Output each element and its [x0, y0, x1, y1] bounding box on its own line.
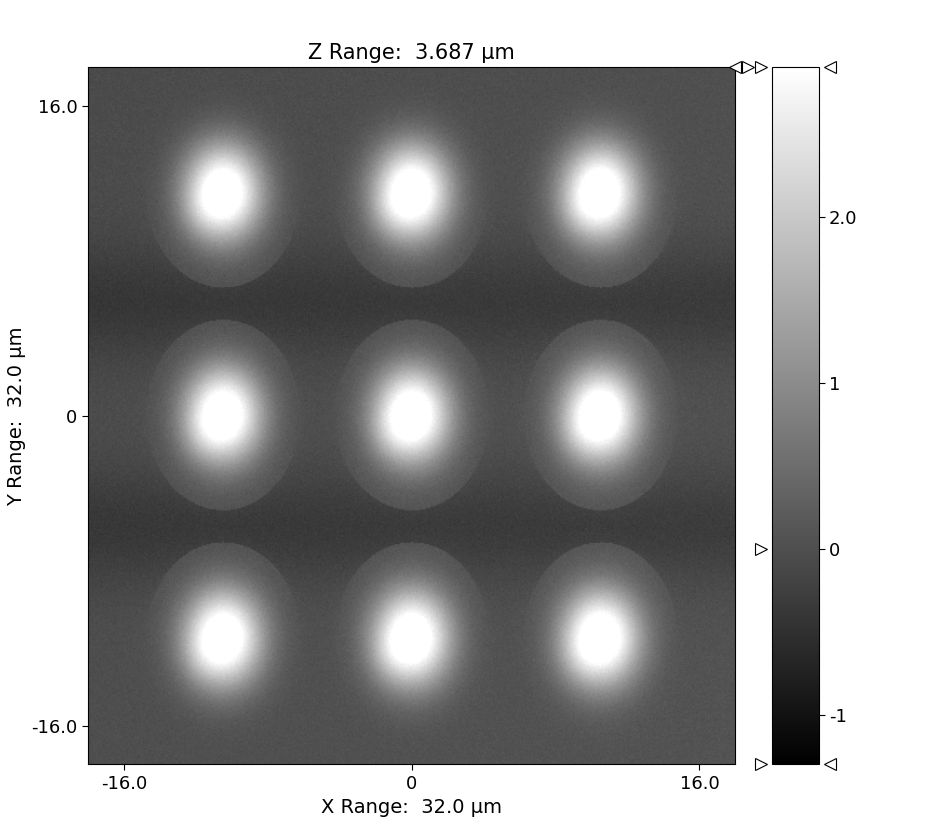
X-axis label: X Range:  32.0 μm: X Range: 32.0 μm: [321, 798, 502, 817]
Title: Z Range:  3.687 μm: Z Range: 3.687 μm: [308, 43, 515, 63]
Y-axis label: Y Range:  32.0 μm: Y Range: 32.0 μm: [6, 326, 26, 506]
